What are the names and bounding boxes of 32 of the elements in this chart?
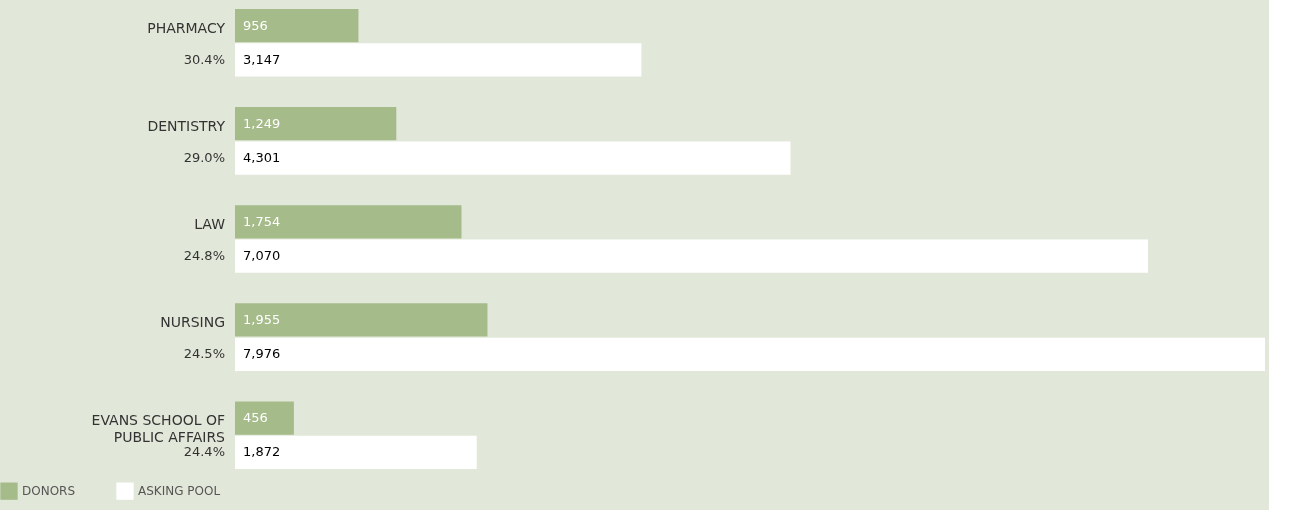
data-label: 7,070 [243, 248, 281, 264]
data-label: 4,301 [243, 150, 281, 166]
y-tick-label: LAW [194, 215, 226, 232]
bar [235, 337, 1265, 371]
text: 24.5% [183, 346, 225, 362]
y-tick-label: PHARMACY [147, 19, 226, 36]
bar [235, 239, 1148, 273]
y-tick-label: DENTISTRY [147, 117, 226, 134]
bar [235, 303, 488, 337]
bar [235, 435, 477, 470]
y-tick-label: NURSING [160, 313, 225, 330]
data-label: 1,955 [243, 311, 281, 327]
text: 29.0% [183, 150, 225, 166]
data-label: 956 [243, 17, 268, 33]
bar [235, 107, 397, 141]
legend-label: ASKING POOL [138, 484, 221, 499]
y-tick-label: EVANS SCHOOL OF PUBLIC AFFAIRS [91, 412, 226, 446]
text: 24.4% [183, 444, 225, 460]
bar [235, 141, 791, 175]
bar [235, 43, 642, 77]
text: 24.8% [183, 248, 225, 264]
data-label: 1,249 [243, 115, 281, 131]
text: 30.4% [183, 51, 225, 67]
data-label: 1,754 [243, 213, 281, 229]
data-label: 7,976 [243, 346, 281, 362]
legend-label: DONORS [22, 484, 76, 499]
data-label: 456 [243, 410, 268, 426]
bar [235, 401, 294, 435]
bar [235, 8, 359, 43]
data-label: 1,872 [243, 444, 281, 460]
data-label: 3,147 [243, 51, 281, 67]
bar [235, 205, 462, 239]
